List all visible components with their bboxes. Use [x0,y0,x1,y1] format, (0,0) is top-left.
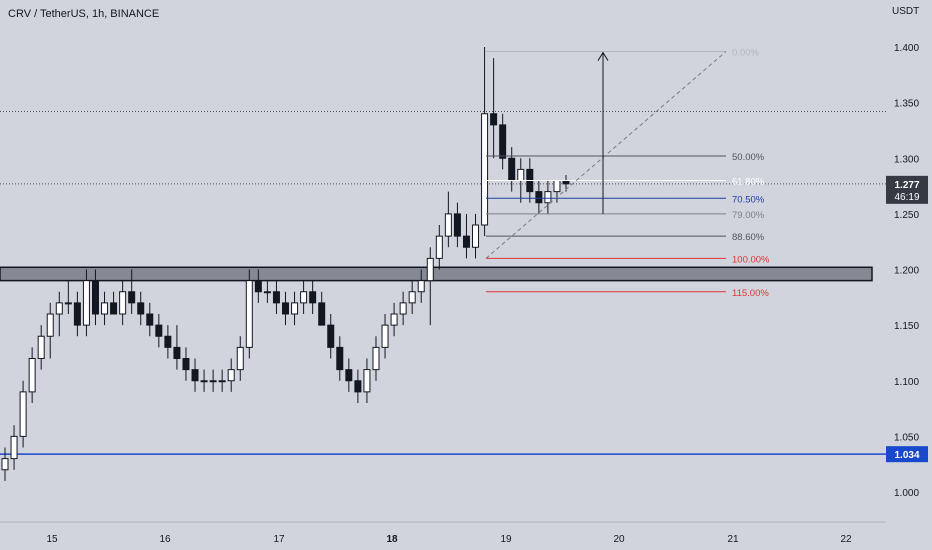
candle-body [73,302,81,326]
candle-body [444,213,452,237]
fib-level-label: 79.00% [732,210,765,221]
candle-body [164,335,172,348]
candle-body [417,280,425,293]
candle-body [390,313,398,326]
candle-body [381,324,389,348]
y-tick-label: 1.300 [894,154,919,165]
candle-body [128,291,136,304]
support-price-tag [886,446,928,463]
candle-body [236,346,244,371]
fib-level-label: 61.80% [732,177,765,188]
last-price-tag [886,175,928,204]
candle-body [28,358,36,393]
y-tick-label: 1.400 [894,43,919,54]
candle-body [64,302,72,305]
fib-level-label: 70.50% [732,194,765,205]
candle-body [553,180,561,193]
y-tick-label: 1.350 [894,99,919,110]
candle-body [245,280,253,348]
candle-body [426,257,434,282]
candle-body [481,113,489,226]
candle-body [182,358,190,371]
candle-body [354,380,362,393]
candle-body [300,291,308,304]
x-tick-label: 18 [386,534,398,545]
fib-trend-line [485,51,727,259]
candle-body [472,224,480,248]
x-tick-label: 17 [273,534,285,545]
candle-body [453,213,461,237]
candle-body [562,180,570,185]
candle-body [462,235,470,248]
candle-body [173,346,181,359]
candle-body [435,235,443,259]
x-tick-label: 22 [840,534,852,545]
currency-label: USDT [892,6,920,17]
candle-body [508,157,516,181]
fib-level-label: 0.00% [732,47,759,58]
support-price-label: 1.034 [894,450,919,461]
x-tick-label: 20 [613,534,625,545]
candle-body [191,369,199,382]
y-tick-label: 1.150 [894,321,919,332]
candle-body [544,191,552,204]
projection-arrow-head [597,51,609,61]
candle-body [119,291,127,315]
fib-level-label: 88.60% [732,232,765,243]
candle-body [91,280,99,315]
candle-body [227,369,235,382]
bar-countdown-label: 46:19 [894,192,919,203]
candle-body [327,324,335,348]
y-tick-label: 1.100 [894,377,919,388]
last-price-label: 1.277 [894,180,919,191]
candle-body [263,291,271,294]
resistance-zone [0,266,873,282]
candle-body [200,380,208,383]
x-tick-label: 15 [46,534,58,545]
candle-body [82,280,90,326]
fib-level-label: 50.00% [732,152,765,163]
fib-level-label: 115.00% [732,288,769,299]
candle-body [101,302,109,315]
candle-body [19,391,27,437]
candle-body [372,346,380,371]
candle-body [535,191,543,204]
y-tick-label: 1.050 [894,432,919,443]
y-tick-label: 1.200 [894,266,919,277]
candle-body [37,335,45,359]
candle-body [490,113,498,126]
y-tick-label: 1.000 [894,488,919,499]
candle-body [218,380,226,383]
candle-body [336,346,344,371]
x-tick-label: 19 [500,534,512,545]
candle-body [46,313,54,337]
candle-body [110,302,118,315]
candle-body [272,291,280,304]
candle-body [282,302,289,315]
candle-body [146,313,154,326]
candle-body [137,302,145,315]
x-tick-label: 16 [159,534,171,545]
candle-body [55,302,63,315]
candle-body [155,324,163,337]
candle-body [254,280,262,293]
candle-body [318,302,326,326]
candle-body [363,369,371,393]
fib-level-label: 100.00% [732,254,770,265]
y-tick-label: 1.250 [894,210,919,221]
candle-body [399,302,407,315]
candle-body [309,291,317,304]
candle-body [345,369,353,382]
candle-body [291,302,299,315]
chart-title: CRV / TetherUS, 1h, BINANCE [8,8,160,20]
candle-body [209,380,217,383]
candle-body [408,291,416,304]
candle-body [1,458,9,471]
candle-body [10,435,18,460]
x-tick-label: 21 [727,534,739,545]
candle-body [499,124,507,159]
candle-body [517,168,525,181]
